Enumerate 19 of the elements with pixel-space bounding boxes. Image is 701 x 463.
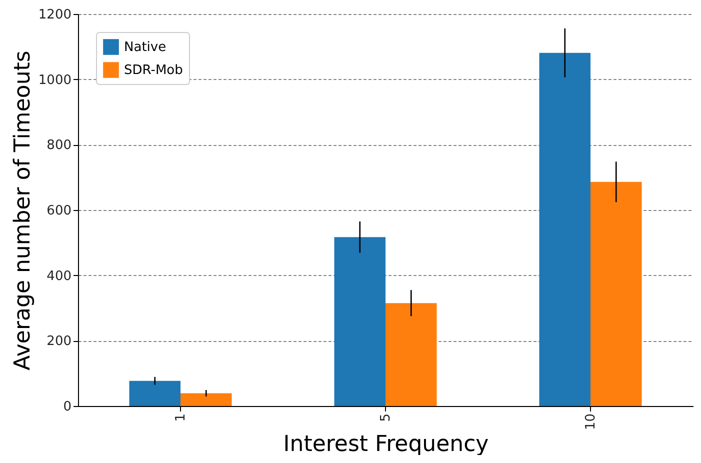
x-tick-label: 5 — [378, 414, 394, 422]
y-tick-label: 200 — [46, 334, 72, 350]
y-axis-title: Average number of Timeouts — [10, 50, 36, 370]
bar — [180, 393, 232, 406]
legend-label: Native — [124, 40, 166, 55]
y-tick-label: 1200 — [38, 8, 72, 22]
bar — [539, 52, 590, 406]
y-tick-label: 1000 — [38, 72, 72, 88]
y-tick-label: 0 — [63, 400, 72, 414]
legend-label: SDR-Mob — [124, 63, 183, 78]
y-tick-label: 400 — [46, 268, 72, 284]
bar — [386, 303, 437, 406]
x-tick-label: 1 — [174, 414, 188, 422]
bar — [129, 380, 180, 406]
y-tick-label: 800 — [46, 138, 72, 154]
bar — [334, 237, 386, 406]
x-tick-label: 10 — [584, 414, 598, 430]
y-tick-label: 600 — [46, 204, 72, 218]
bar — [590, 182, 642, 406]
